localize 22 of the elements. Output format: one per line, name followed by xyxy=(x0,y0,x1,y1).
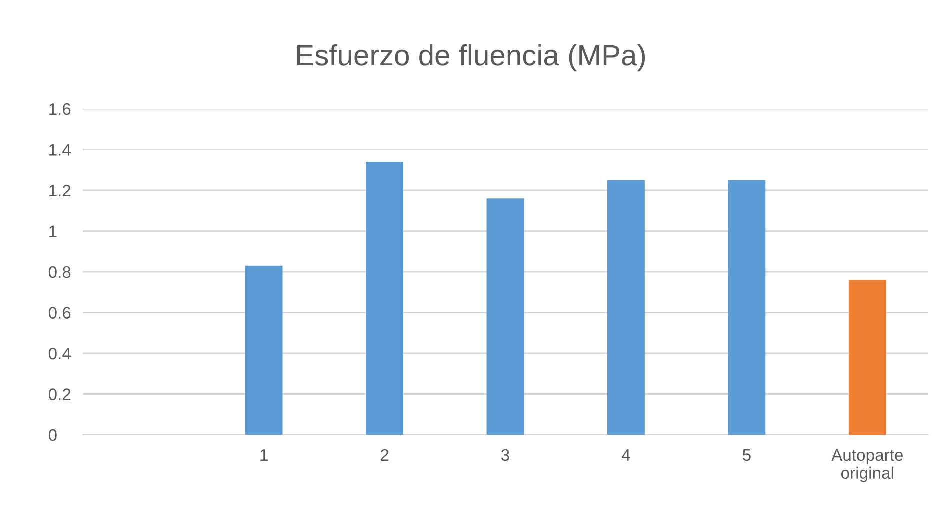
y-tick-label: 0.6 xyxy=(48,307,71,319)
bar xyxy=(848,280,886,435)
y-tick-label: 1.4 xyxy=(50,144,71,156)
bar xyxy=(486,198,524,435)
y-tick-label: 0.8 xyxy=(48,266,71,278)
x-tick-label: Autoparte original xyxy=(832,450,904,482)
y-tick-label: 1 xyxy=(50,226,57,238)
y-tick-label: 0 xyxy=(48,429,57,442)
bar xyxy=(366,162,404,435)
y-tick-label: 1.6 xyxy=(50,103,71,116)
y-tick-label: 0.2 xyxy=(48,388,71,400)
x-tick-label: 3 xyxy=(502,449,510,462)
chart-title: Esfuerzo de fluencia (MPa) xyxy=(298,44,646,72)
x-tick-label: 5 xyxy=(742,450,751,462)
bar xyxy=(245,266,283,435)
y-tick-label: 1.2 xyxy=(50,184,71,197)
y-tick-label: 0.4 xyxy=(48,348,71,360)
x-tick-label: 4 xyxy=(622,450,630,461)
x-tick-label: 2 xyxy=(380,449,389,461)
x-tick-label: 1 xyxy=(260,450,268,461)
bar xyxy=(728,180,766,435)
bar xyxy=(608,180,645,435)
